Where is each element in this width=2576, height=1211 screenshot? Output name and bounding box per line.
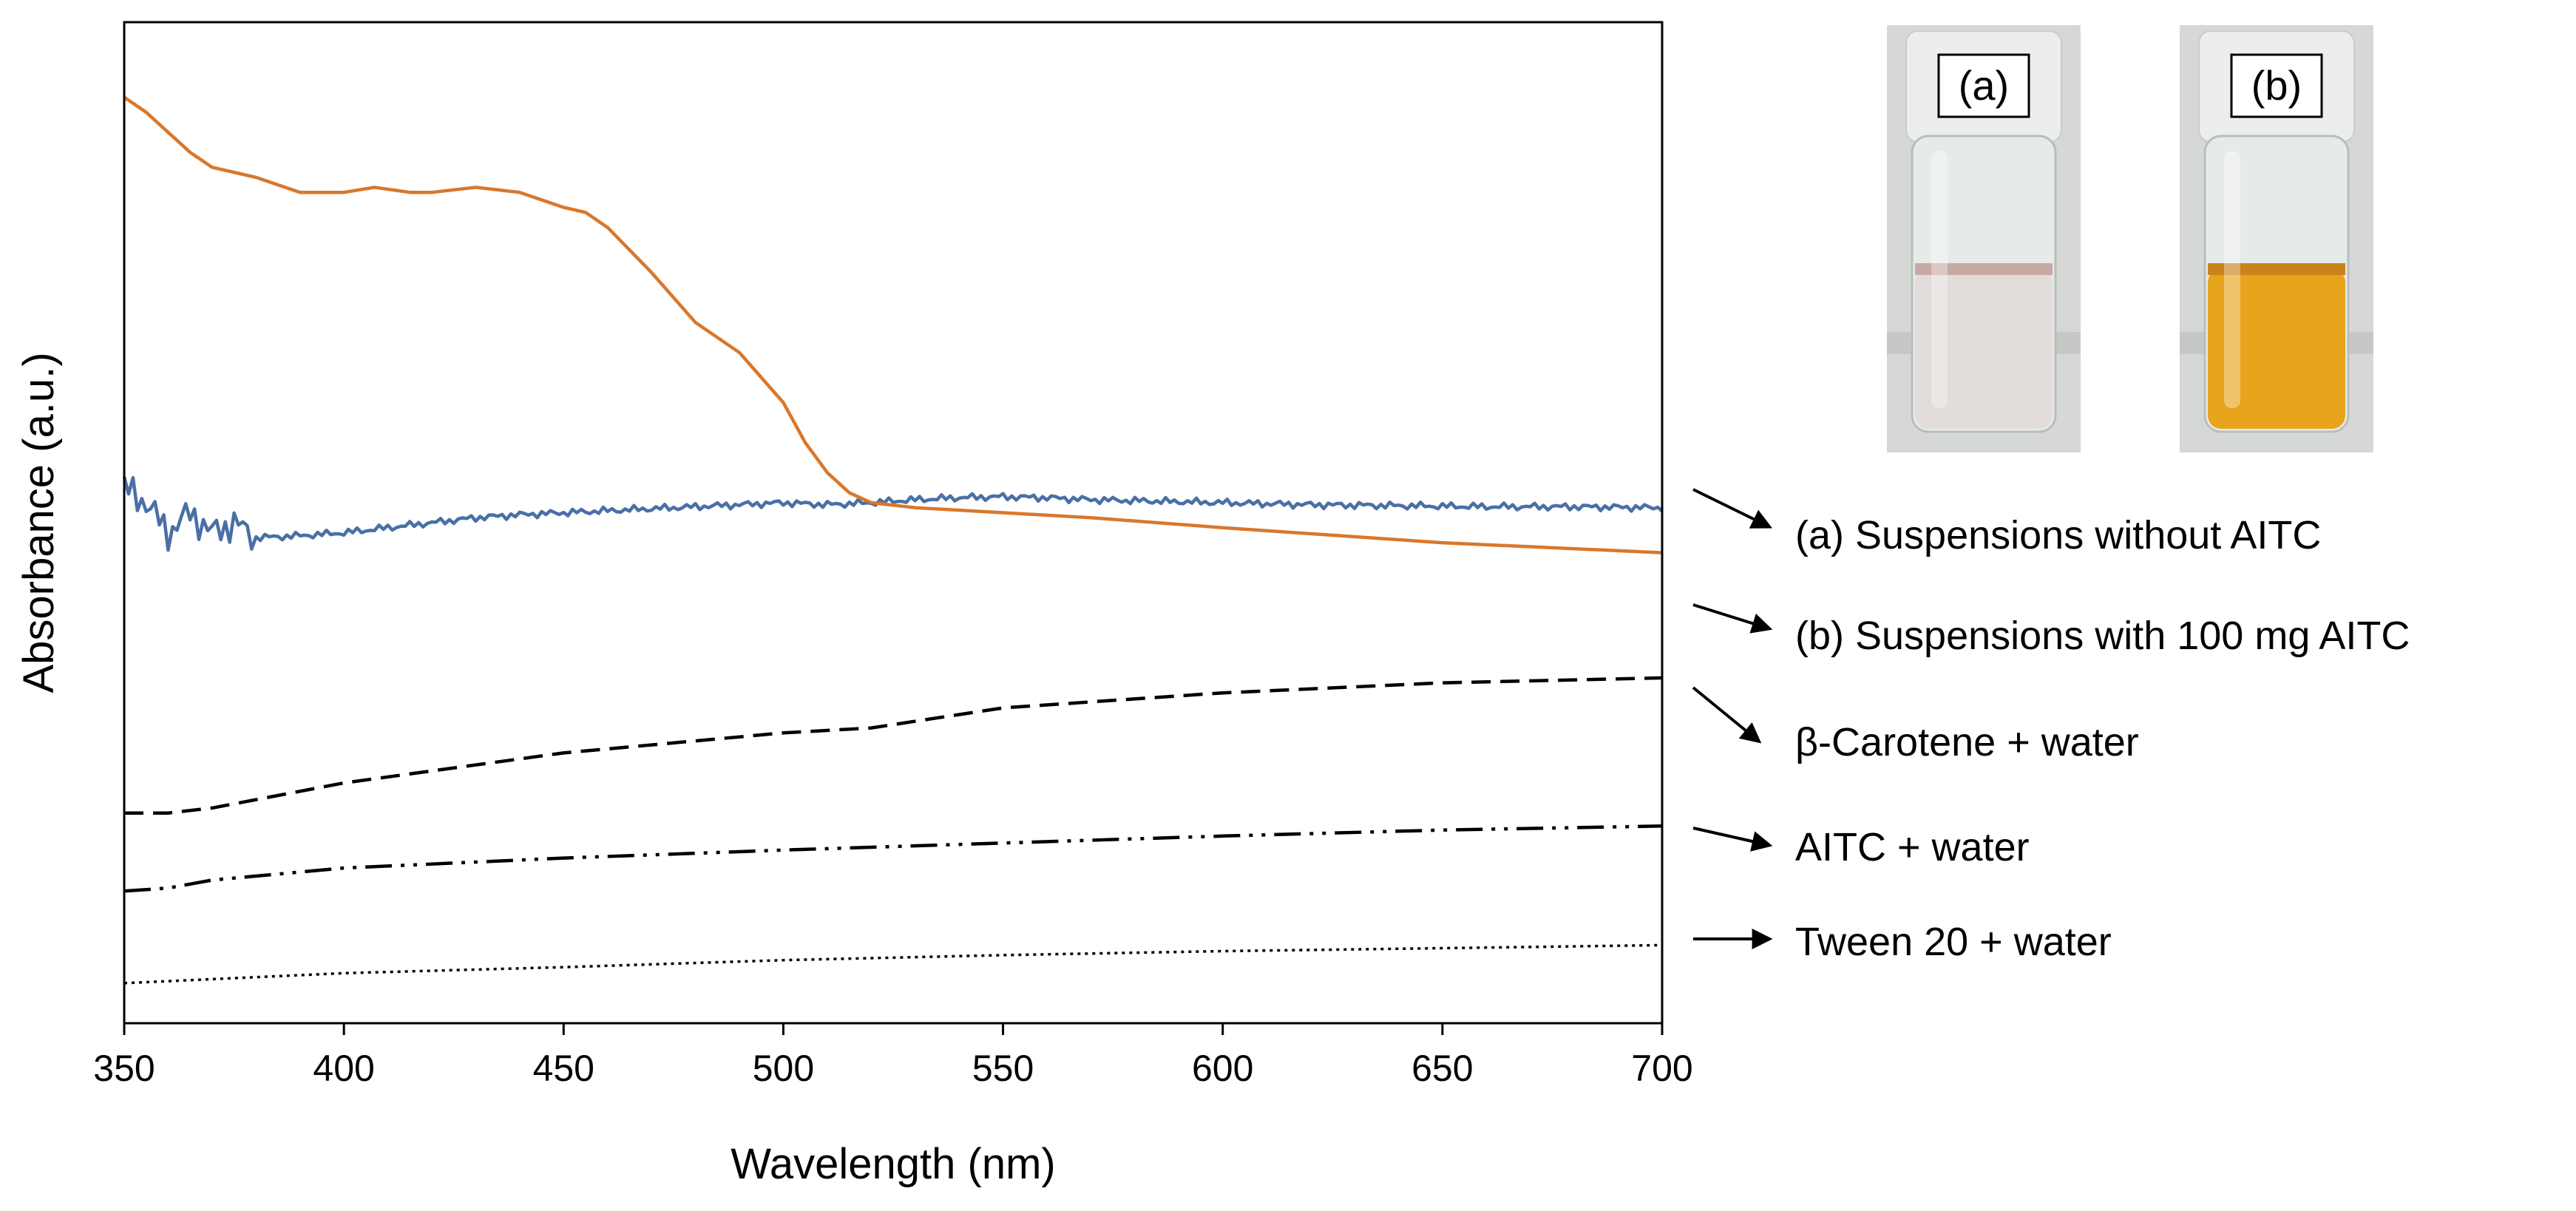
x-tick-label-450: 450 — [533, 1048, 594, 1089]
vial-highlight — [1931, 151, 1948, 408]
legend-arrow-b-suspensions-with-100-mg-aitc — [1692, 603, 1773, 634]
x-tick-label-500: 500 — [753, 1048, 814, 1089]
x-tick-label-600: 600 — [1192, 1048, 1253, 1089]
vial-photo-b: (b) — [2180, 25, 2373, 452]
x-axis-title: Wavelength (nm) — [731, 1140, 1055, 1188]
vial-highlight — [2224, 151, 2240, 408]
vial-meniscus — [1915, 263, 2053, 275]
vial-label-box — [1937, 53, 2030, 118]
x-tick-label-550: 550 — [972, 1048, 1034, 1089]
series-line-a-suspensions-without-aitc — [122, 475, 1664, 552]
legend: (a) Suspensions without AITC (b) Suspensi… — [1692, 488, 2410, 964]
vial-photo-a: (a) — [1887, 25, 2081, 452]
series-line-aitc-water — [123, 824, 1663, 893]
y-axis-title: Absorbance (a.u.) — [15, 352, 63, 693]
x-tick-label-650: 650 — [1411, 1048, 1473, 1089]
legend-label-tween-20-water: Tween 20 + water — [1795, 920, 2112, 964]
legend-label-carotene-water: β-Carotene + water — [1795, 720, 2139, 764]
vial-meniscus — [2208, 263, 2345, 275]
x-tick-label-400: 400 — [313, 1048, 374, 1089]
x-tick-label-700: 700 — [1631, 1048, 1692, 1089]
legend-label-aitc-water: AITC + water — [1795, 825, 2030, 869]
vial-liquid — [1915, 269, 2053, 429]
legend-arrow-aitc-water — [1692, 827, 1773, 852]
vial-liquid — [2208, 269, 2345, 429]
x-tick-label-350: 350 — [93, 1048, 155, 1089]
plot-frame — [123, 21, 1664, 1025]
series-layer — [122, 95, 1664, 985]
legend-label-b-suspensions-with-100-mg-aitc: (b) Suspensions with 100 mg AITC — [1795, 614, 2410, 658]
vial-label: (b) — [2251, 62, 2302, 109]
vial-label: (a) — [1959, 62, 2009, 109]
series-line-tween-20-water — [123, 943, 1663, 985]
legend-arrow-a-suspensions-without-aitc — [1692, 488, 1773, 529]
series-line-b-suspensions-with-100-mg-aitc — [123, 95, 1663, 554]
x-axis: 350 400 450 500 550 600 650 700 — [93, 1023, 1693, 1089]
series-line-carotene-water — [124, 676, 1663, 815]
vial-label-box — [2230, 53, 2323, 118]
legend-arrow-carotene-water — [1692, 686, 1762, 744]
vial-photos: (a) (b) — [1887, 25, 2373, 452]
legend-label-a-suspensions-without-aitc: (a) Suspensions without AITC — [1795, 513, 2321, 557]
